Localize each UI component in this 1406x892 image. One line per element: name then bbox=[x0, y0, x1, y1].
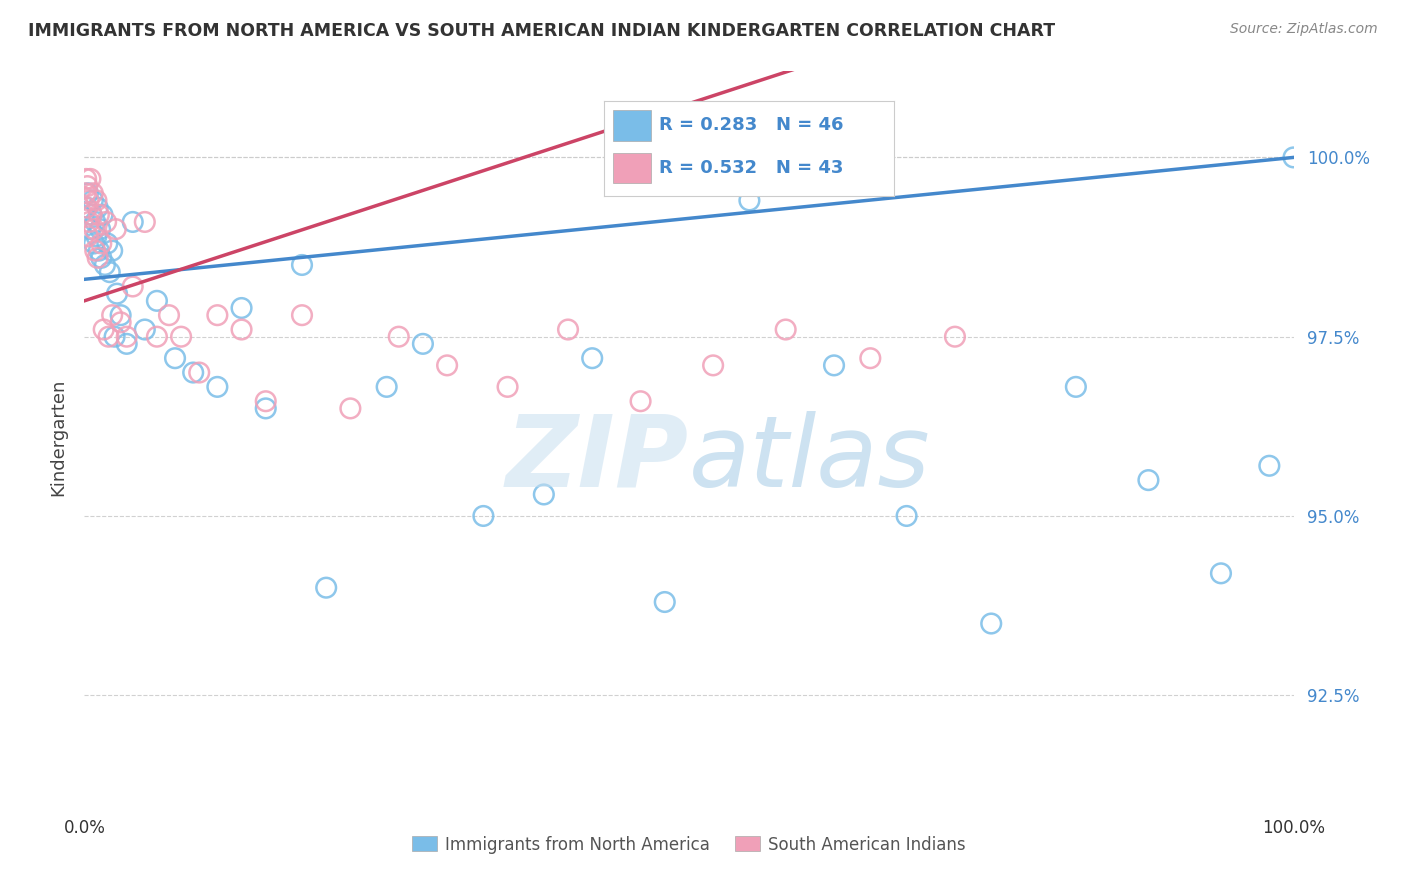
Point bbox=[101, 244, 124, 258]
Text: Source: ZipAtlas.com: Source: ZipAtlas.com bbox=[1230, 22, 1378, 37]
Point bbox=[104, 329, 127, 343]
Point bbox=[80, 208, 103, 222]
Text: atlas: atlas bbox=[689, 410, 931, 508]
Point bbox=[105, 286, 128, 301]
Point bbox=[388, 329, 411, 343]
Point bbox=[75, 186, 97, 201]
Point bbox=[96, 236, 118, 251]
Point bbox=[94, 258, 117, 272]
Point bbox=[86, 229, 108, 244]
Point bbox=[76, 179, 98, 194]
Point bbox=[581, 351, 603, 366]
Point bbox=[110, 315, 132, 329]
Point bbox=[188, 366, 211, 380]
Point bbox=[496, 380, 519, 394]
Point bbox=[146, 293, 169, 308]
Point bbox=[315, 581, 337, 595]
Point bbox=[1064, 380, 1087, 394]
Point bbox=[702, 359, 724, 373]
Point bbox=[1209, 566, 1232, 581]
Point bbox=[101, 308, 124, 322]
Point bbox=[77, 229, 100, 244]
Point bbox=[115, 336, 138, 351]
Point bbox=[80, 208, 103, 222]
Point bbox=[472, 508, 495, 523]
Point bbox=[89, 222, 111, 236]
Point bbox=[375, 380, 398, 394]
Point bbox=[76, 201, 98, 215]
Point bbox=[94, 215, 117, 229]
Point bbox=[115, 329, 138, 343]
Point bbox=[557, 322, 579, 336]
Point bbox=[87, 244, 110, 258]
Point bbox=[97, 329, 120, 343]
Point bbox=[181, 366, 204, 380]
Point bbox=[157, 308, 180, 322]
Point bbox=[533, 487, 555, 501]
Point bbox=[86, 194, 108, 208]
Point bbox=[75, 172, 97, 186]
Point bbox=[254, 401, 277, 416]
Y-axis label: Kindergarten: Kindergarten bbox=[49, 378, 67, 496]
Point bbox=[121, 215, 143, 229]
Point bbox=[170, 329, 193, 343]
Point bbox=[77, 186, 100, 201]
Point bbox=[291, 308, 314, 322]
Point bbox=[91, 208, 114, 222]
Text: IMMIGRANTS FROM NORTH AMERICA VS SOUTH AMERICAN INDIAN KINDERGARTEN CORRELATION : IMMIGRANTS FROM NORTH AMERICA VS SOUTH A… bbox=[28, 22, 1056, 40]
Point bbox=[1282, 150, 1305, 164]
Point bbox=[943, 329, 966, 343]
Point bbox=[90, 236, 112, 251]
Point bbox=[79, 172, 101, 186]
Point bbox=[630, 394, 652, 409]
Point bbox=[859, 351, 882, 366]
Point bbox=[1258, 458, 1281, 473]
Point bbox=[412, 336, 434, 351]
Point bbox=[823, 359, 845, 373]
Point bbox=[86, 201, 108, 215]
Point bbox=[77, 215, 100, 229]
Point bbox=[207, 380, 229, 394]
Legend: Immigrants from North America, South American Indians: Immigrants from North America, South Ame… bbox=[405, 829, 973, 860]
Point bbox=[231, 301, 253, 315]
Point bbox=[738, 194, 761, 208]
Point bbox=[110, 308, 132, 322]
Point bbox=[134, 215, 156, 229]
Point bbox=[87, 208, 110, 222]
Point bbox=[86, 251, 108, 265]
Point bbox=[82, 194, 104, 208]
Point bbox=[896, 508, 918, 523]
Point bbox=[134, 322, 156, 336]
Point bbox=[76, 201, 98, 215]
Point bbox=[654, 595, 676, 609]
Point bbox=[291, 258, 314, 272]
Point bbox=[79, 222, 101, 236]
Point bbox=[90, 251, 112, 265]
Point bbox=[84, 215, 107, 229]
Point bbox=[339, 401, 361, 416]
Point bbox=[165, 351, 187, 366]
Point bbox=[98, 265, 121, 279]
Point bbox=[775, 322, 797, 336]
Point bbox=[146, 329, 169, 343]
Point bbox=[231, 322, 253, 336]
Point bbox=[93, 322, 115, 336]
Text: ZIP: ZIP bbox=[506, 410, 689, 508]
Point bbox=[207, 308, 229, 322]
Point bbox=[83, 236, 105, 251]
Point bbox=[82, 186, 104, 201]
Point bbox=[77, 194, 100, 208]
Point bbox=[436, 359, 458, 373]
Point bbox=[121, 279, 143, 293]
Point bbox=[104, 222, 127, 236]
Point bbox=[980, 616, 1002, 631]
Point bbox=[83, 222, 105, 236]
Point bbox=[84, 244, 107, 258]
Point bbox=[1137, 473, 1160, 487]
Point bbox=[254, 394, 277, 409]
